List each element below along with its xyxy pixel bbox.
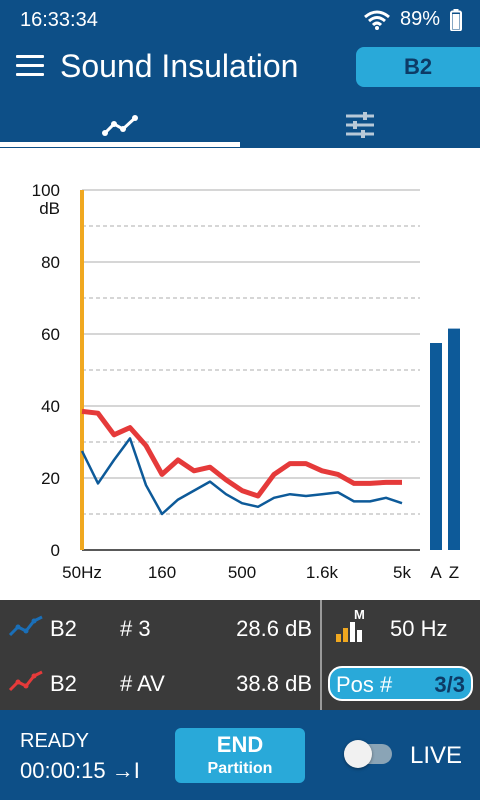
- info-index: # 3: [120, 616, 151, 641]
- series-line-current: [80, 437, 403, 516]
- overall-bar-label: Z: [449, 563, 459, 582]
- menu-icon[interactable]: [16, 55, 44, 79]
- line-chart-icon: [102, 115, 138, 136]
- x-tick-label: 5k: [393, 563, 411, 582]
- position-value: 3/3: [434, 672, 465, 697]
- page-title: Sound Insulation: [60, 48, 299, 84]
- position-label: Pos #: [336, 672, 393, 697]
- info-value: 28.6 dB: [236, 616, 312, 641]
- info-row-average[interactable]: B2 # AV 38.8 dB: [0, 655, 320, 710]
- info-source: B2: [50, 616, 77, 641]
- x-tick-label: 50Hz: [62, 563, 102, 582]
- info-panel: B2 # 3 28.6 dB B2 # AV 38.8 dB M 50 Hz P…: [0, 600, 480, 710]
- toggle-knob: [344, 740, 372, 768]
- overall-bar-z: [448, 328, 460, 550]
- frequency-bars-icon[interactable]: M: [334, 608, 374, 644]
- y-tick-label: 60: [41, 325, 60, 344]
- info-value: 38.8 dB: [236, 671, 312, 696]
- end-partition-button[interactable]: END Partition: [175, 728, 305, 783]
- x-tick-label: 500: [228, 563, 256, 582]
- spectrum-chart: 0 20 40 60 80 100 dB 50Hz 160 500 1.6k 5k A Z: [0, 148, 480, 600]
- status-time: 16:33:34: [20, 9, 98, 31]
- tab-settings[interactable]: [240, 102, 480, 148]
- overall-bar-label: A: [430, 563, 442, 582]
- y-tick-label: 100: [32, 181, 60, 200]
- end-button-label: END: [216, 732, 264, 757]
- y-tick-label: 0: [51, 541, 60, 560]
- x-tick-label: 160: [148, 563, 176, 582]
- info-source: B2: [50, 671, 77, 696]
- sliders-icon: [346, 112, 374, 138]
- battery-percent: 89%: [399, 8, 440, 30]
- y-tick-label: 20: [41, 469, 60, 488]
- status-indicators: 89%: [364, 8, 462, 31]
- tab-indicator: [0, 142, 240, 147]
- end-button-sublabel: Partition: [207, 760, 273, 777]
- measurement-state: READY: [20, 730, 89, 752]
- info-row-current[interactable]: B2 # 3 28.6 dB: [0, 600, 320, 655]
- y-tick-label: 40: [41, 397, 60, 416]
- info-divider: [320, 600, 322, 710]
- position-number-button[interactable]: Pos # 3/3: [328, 666, 473, 701]
- x-tick-label: 1.6k: [306, 563, 339, 582]
- tab-chart[interactable]: [0, 102, 240, 148]
- bottom-bar: READY 00:00:15 →I END Partition LIVE: [0, 710, 480, 800]
- frequency-value: 50 Hz: [390, 616, 448, 641]
- position-button[interactable]: B2: [356, 47, 480, 87]
- info-index: # AV: [120, 671, 165, 696]
- series-line-average: [81, 408, 402, 499]
- overall-bar-a: [430, 343, 442, 550]
- battery-icon: [450, 8, 462, 31]
- wifi-icon: [364, 10, 390, 30]
- measurement-timer: 00:00:15 →I: [20, 758, 140, 783]
- y-tick-label: 80: [41, 253, 60, 272]
- blue-line-icon: [8, 615, 43, 637]
- live-label: LIVE: [410, 742, 463, 769]
- frequency-icon-label: M: [354, 608, 365, 622]
- live-toggle[interactable]: [344, 740, 392, 768]
- app-bar: Sound Insulation B2: [0, 40, 480, 148]
- y-unit-label: dB: [39, 199, 60, 218]
- red-line-icon: [8, 670, 43, 692]
- status-bar: 16:33:34 89%: [0, 0, 480, 40]
